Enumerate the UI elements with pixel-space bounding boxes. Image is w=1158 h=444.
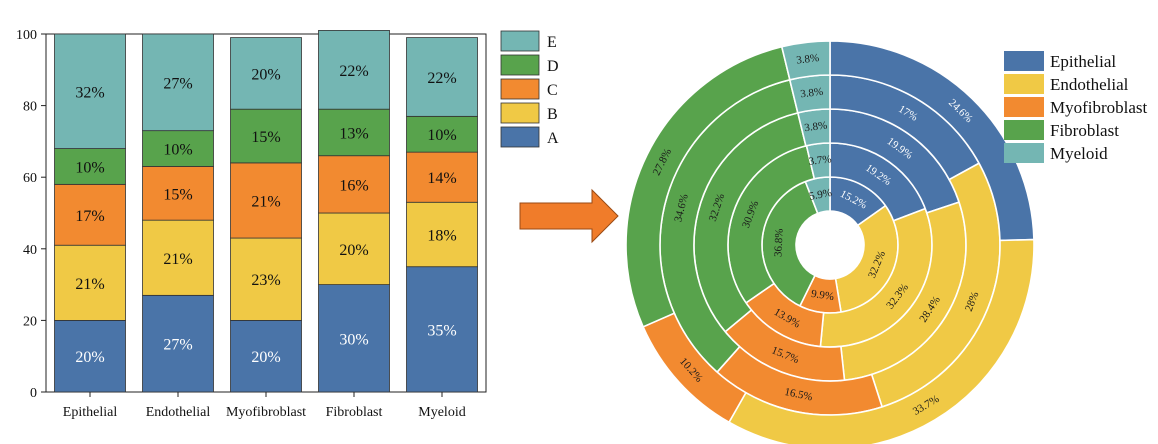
bar-data-label: 20%	[251, 66, 280, 83]
bar-data-label: 21%	[75, 276, 104, 293]
bar-segment-a-endothelial	[142, 294, 214, 393]
bar-segment-b-fibroblast	[318, 212, 390, 285]
bar-segment-a-fibroblast	[318, 284, 390, 393]
legend-swatch-b	[500, 102, 540, 124]
donut-data-label: 16.5%	[783, 386, 813, 404]
bar-segment-c-myofibroblast	[230, 162, 302, 239]
bar-data-label: 20%	[251, 349, 280, 366]
bar-segment-e-myeloid	[406, 37, 478, 117]
bar-data-label: 10%	[163, 142, 192, 159]
donut-data-label: 36.8%	[772, 228, 785, 257]
bar-data-label: 23%	[251, 272, 280, 289]
bar-data-label: 13%	[339, 125, 368, 142]
bar-data-label: 22%	[339, 63, 368, 80]
bar-data-label: 21%	[163, 251, 192, 268]
legend-swatch-epithelial	[1004, 51, 1044, 71]
legend-swatch-e	[500, 30, 540, 52]
legend-swatch-fibroblast	[1004, 120, 1044, 140]
y-tick-label: 40	[23, 243, 37, 258]
bar-segment-e-fibroblast	[318, 30, 390, 110]
bar-data-label: 10%	[75, 159, 104, 176]
donut-data-label: 5.9%	[808, 187, 833, 203]
legend-swatch-d	[500, 54, 540, 76]
x-tick-label: Endothelial	[146, 405, 211, 420]
bar-x-axis-labels: Epithelial Endothelial Myofibroblast Fibrob…	[63, 392, 466, 420]
bar-data-label: 32%	[75, 84, 104, 101]
legend-label-fibroblast: Fibroblast	[1050, 121, 1119, 140]
legend-label-d: D	[547, 58, 559, 75]
bar-segment-a-myeloid	[406, 266, 478, 393]
bar-segment-d-endothelial	[142, 130, 214, 167]
y-tick-label: 100	[16, 28, 37, 43]
bar-segment-d-epithelial	[54, 148, 126, 185]
legend-swatch-myofibroblast	[1004, 97, 1044, 117]
bar-segment-d-myofibroblast	[230, 108, 302, 164]
legend-label-c: C	[547, 82, 558, 99]
bar-data-label: 27%	[163, 75, 192, 92]
donut-rings	[625, 40, 1035, 444]
y-tick-label: 20	[23, 314, 37, 329]
x-tick-label: Fibroblast	[326, 405, 383, 420]
donut-data-label: 9.9%	[810, 288, 834, 303]
legend-label-b: B	[547, 106, 558, 123]
bar-segment-d-fibroblast	[318, 108, 390, 157]
bar-data-label: 15%	[163, 186, 192, 203]
bar-data-label: 17%	[75, 208, 104, 225]
bar-data-label: 27%	[163, 337, 192, 354]
donut-slice-e-myeloid	[780, 40, 831, 81]
bar-segment-a-myofibroblast	[230, 319, 302, 393]
donut-legend: Epithelial Endothelial Myofibroblast Fibrob…	[1004, 51, 1148, 163]
bar-segment-e-myofibroblast	[230, 37, 302, 110]
right-arrow-icon	[519, 188, 619, 244]
y-tick-label: 80	[23, 100, 37, 115]
bar-data-label: 22%	[427, 70, 456, 87]
legend-label-endothelial: Endothelial	[1050, 75, 1129, 94]
bar-segment-e-epithelial	[54, 33, 126, 149]
bar-data-label: 20%	[75, 349, 104, 366]
bar-segment-b-endothelial	[142, 219, 214, 296]
x-tick-label: Epithelial	[63, 405, 118, 420]
bar-segment-b-myofibroblast	[230, 237, 302, 321]
y-tick-label: 0	[30, 386, 37, 401]
bar-data-label: 20%	[339, 242, 368, 259]
y-tick-label: 60	[23, 171, 37, 186]
legend-swatch-endothelial	[1004, 74, 1044, 94]
bar-segment-e-endothelial	[142, 33, 214, 132]
bar-segment-b-epithelial	[54, 244, 126, 321]
bar-segment-c-myeloid	[406, 151, 478, 203]
legend-label-a: A	[547, 130, 559, 147]
bar-data-label: 18%	[427, 227, 456, 244]
legend-label-myeloid: Myeloid	[1050, 144, 1108, 163]
legend-label-epithelial: Epithelial	[1050, 52, 1116, 71]
legend-swatch-c	[500, 78, 540, 100]
legend-label-e: E	[547, 34, 557, 51]
bar-segment-c-endothelial	[142, 166, 214, 221]
multi-ring-donut-chart: 15.2%32.2%9.9%36.8%5.9%19.2%32.3%13.9%30…	[625, 40, 1148, 444]
x-tick-label: Myofibroblast	[226, 405, 306, 420]
arrow-shape	[519, 188, 619, 244]
bar-data-label: 10%	[427, 127, 456, 144]
x-tick-label: Myeloid	[418, 405, 465, 420]
bar-data-label: 15%	[251, 129, 280, 146]
bar-data-label: 21%	[251, 193, 280, 210]
bar-segment-a-epithelial	[54, 319, 126, 393]
bar-data-label: 30%	[339, 331, 368, 348]
stacked-bar-chart: 0 20 40 60 80 100 20% 21% 17% 10% 32% 27% 21% 15% 10%…	[16, 28, 559, 420]
bar-plot-area: 20% 21% 17% 10% 32% 27% 21% 15% 10% 27% 20% 23% 21% 1…	[54, 30, 478, 393]
legend-swatch-a	[500, 126, 540, 148]
donut-data-label: 3.8%	[804, 120, 828, 135]
legend-swatch-myeloid	[1004, 143, 1044, 163]
bar-data-label: 35%	[427, 322, 456, 339]
legend-label-myofibroblast: Myofibroblast	[1050, 98, 1148, 117]
bar-segment-b-myeloid	[406, 201, 478, 268]
donut-data-label: 3.8%	[800, 86, 824, 101]
bar-data-label: 14%	[427, 170, 456, 187]
donut-data-label: 3.8%	[796, 52, 820, 67]
bar-data-label: 16%	[339, 177, 368, 194]
bar-segment-c-epithelial	[54, 183, 126, 246]
donut-data-label: 3.7%	[808, 153, 832, 168]
